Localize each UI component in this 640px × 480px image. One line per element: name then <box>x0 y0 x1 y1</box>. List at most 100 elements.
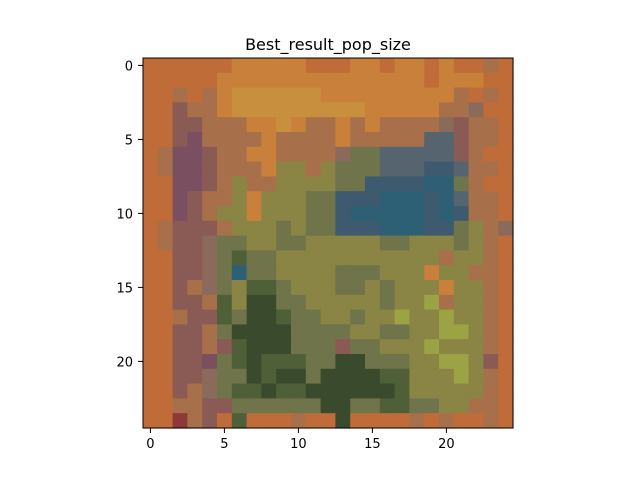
heatmap-cell <box>394 220 410 237</box>
heatmap-cell <box>291 309 307 325</box>
heatmap-cell <box>246 235 262 251</box>
heatmap-cell <box>498 161 514 177</box>
heatmap-cell <box>365 413 381 429</box>
heatmap-cell <box>453 176 470 192</box>
x-axis: 0 5 10 15 20 <box>146 428 455 452</box>
heatmap-cell <box>261 146 277 163</box>
heatmap-cell <box>394 191 410 207</box>
heatmap-cell <box>157 368 174 385</box>
heatmap-cell <box>276 72 292 89</box>
heatmap-cell <box>202 309 218 325</box>
heatmap-cell <box>424 87 440 103</box>
heatmap-cell <box>231 58 248 74</box>
heatmap-cell <box>231 265 248 281</box>
heatmap-cell <box>379 324 396 340</box>
heatmap-cell <box>217 383 233 399</box>
heatmap-cell <box>305 235 322 251</box>
heatmap-cell <box>217 220 233 237</box>
heatmap-cell <box>335 176 351 192</box>
heatmap-cell <box>261 235 277 251</box>
heatmap-cell <box>276 117 292 133</box>
heatmap-cell <box>468 339 484 355</box>
heatmap-cell <box>365 383 381 399</box>
heatmap-cell <box>305 117 322 133</box>
heatmap-cell <box>350 339 366 355</box>
heatmap-cell <box>350 250 366 266</box>
heatmap-cell <box>424 176 440 192</box>
heatmap-cell <box>261 102 277 118</box>
heatmap-cell <box>320 220 336 237</box>
heatmap-cell <box>246 398 262 414</box>
heatmap-cell <box>453 117 470 133</box>
heatmap-cell <box>143 132 159 148</box>
heatmap-cell <box>261 294 277 311</box>
heatmap-cell <box>217 250 233 266</box>
heatmap-cell <box>394 176 410 192</box>
heatmap-cell <box>157 87 174 103</box>
heatmap-cell <box>305 368 322 385</box>
heatmap-cell <box>439 265 455 281</box>
heatmap-cell <box>409 191 425 207</box>
heatmap-cell <box>439 58 455 74</box>
heatmap-cell <box>231 176 248 192</box>
heatmap-cell <box>394 324 410 340</box>
heatmap-cell <box>335 383 351 399</box>
heatmap-cell <box>468 58 484 74</box>
heatmap-cell <box>409 161 425 177</box>
heatmap-cell <box>350 413 366 429</box>
heatmap-cell <box>202 117 218 133</box>
heatmap-cell <box>143 191 159 207</box>
heatmap-cell <box>498 413 514 429</box>
heatmap-cell <box>498 383 514 399</box>
heatmap-cell <box>424 72 440 89</box>
heatmap-cell <box>202 383 218 399</box>
heatmap-cell <box>409 117 425 133</box>
heatmap-cell <box>143 309 159 325</box>
heatmap-cell <box>143 398 159 414</box>
heatmap-cell <box>246 250 262 266</box>
heatmap-cell <box>483 265 499 281</box>
heatmap-cell <box>157 250 174 266</box>
heatmap-cell <box>365 339 381 355</box>
heatmap-cell <box>143 220 159 237</box>
heatmap-cell <box>350 58 366 74</box>
heatmap-cell <box>424 309 440 325</box>
heatmap-cell <box>379 354 396 370</box>
heatmap-cell <box>409 250 425 266</box>
heatmap-cell <box>246 383 262 399</box>
heatmap-cell <box>453 220 470 237</box>
heatmap-cell <box>276 206 292 222</box>
heatmap-cell <box>424 117 440 133</box>
heatmap-cell <box>498 220 514 237</box>
heatmap-cell <box>231 146 248 163</box>
heatmap-cell <box>305 102 322 118</box>
heatmap-cell <box>453 294 470 311</box>
heatmap-cell <box>305 161 322 177</box>
heatmap-cell <box>335 339 351 355</box>
heatmap-cell <box>320 324 336 340</box>
heatmap-cell <box>320 117 336 133</box>
heatmap-cell <box>276 339 292 355</box>
heatmap-cell <box>320 413 336 429</box>
heatmap-cells <box>143 58 514 429</box>
heatmap-cell <box>291 58 307 74</box>
heatmap-cell <box>424 339 440 355</box>
heatmap-cell <box>483 146 499 163</box>
heatmap-cell <box>409 87 425 103</box>
heatmap-cell <box>394 368 410 385</box>
heatmap-cell <box>365 206 381 222</box>
heatmap-cell <box>468 294 484 311</box>
heatmap-cell <box>157 220 174 237</box>
heatmap-cell <box>350 235 366 251</box>
heatmap-cell <box>335 235 351 251</box>
heatmap-cell <box>172 280 188 296</box>
heatmap-cell <box>246 102 262 118</box>
heatmap-cell <box>394 235 410 251</box>
heatmap-cell <box>483 161 499 177</box>
heatmap-cell <box>394 250 410 266</box>
heatmap-cell <box>424 191 440 207</box>
heatmap-cell <box>305 309 322 325</box>
heatmap-cell <box>350 309 366 325</box>
heatmap-cell <box>231 309 248 325</box>
heatmap-cell <box>453 309 470 325</box>
